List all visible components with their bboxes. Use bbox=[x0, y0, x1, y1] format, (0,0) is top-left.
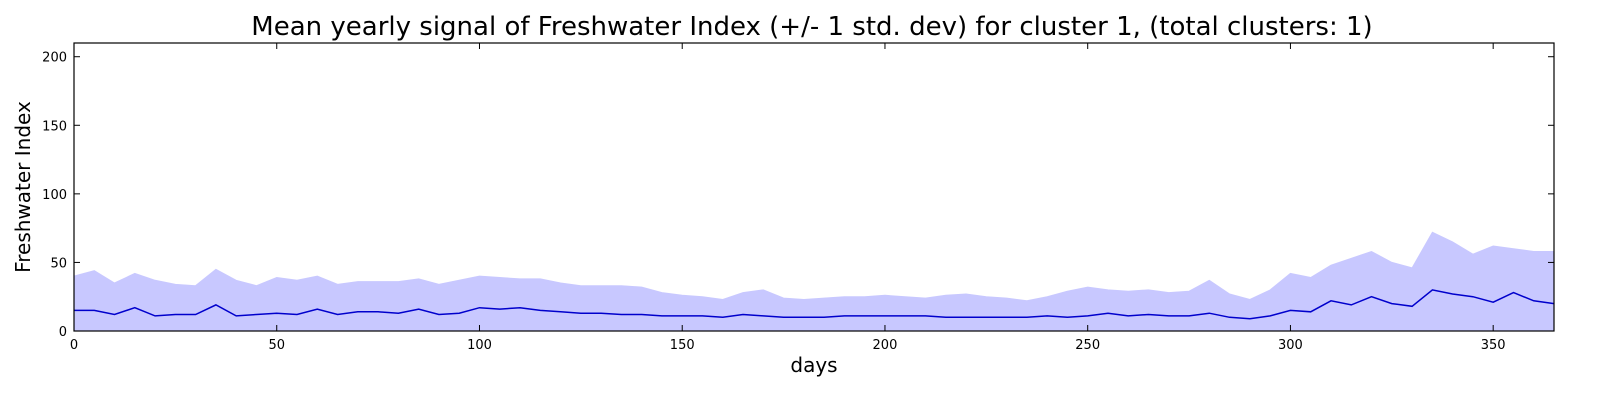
x-tick-label: 200 bbox=[873, 338, 898, 353]
y-tick-label: 200 bbox=[42, 51, 67, 66]
y-axis: 0 50 100 150 200 bbox=[42, 51, 1554, 340]
x-tick-label: 150 bbox=[670, 338, 695, 353]
y-axis-label: Freshwater Index bbox=[11, 101, 35, 273]
x-tick-label: 50 bbox=[268, 338, 285, 353]
y-tick-label: 150 bbox=[42, 119, 67, 134]
plot-frame bbox=[73, 42, 1555, 332]
x-tick-label: 250 bbox=[1075, 338, 1100, 353]
chart-title: Mean yearly signal of Freshwater Index (… bbox=[251, 12, 1372, 42]
y-tick-label: 0 bbox=[59, 325, 67, 340]
y-tick-label: 100 bbox=[42, 188, 67, 203]
x-tick-label: 350 bbox=[1481, 338, 1506, 353]
mean-line bbox=[74, 289, 1555, 320]
x-tick-label: 100 bbox=[467, 338, 492, 353]
x-axis: 0 50 100 150 200 250 300 350 bbox=[70, 43, 1506, 353]
plot-area bbox=[73, 231, 1555, 332]
y-tick-label: 50 bbox=[50, 256, 67, 271]
std-band-area bbox=[73, 231, 1555, 332]
x-axis-label: days bbox=[790, 353, 837, 377]
x-tick-label: 300 bbox=[1278, 338, 1303, 353]
x-tick-label: 0 bbox=[70, 338, 78, 353]
